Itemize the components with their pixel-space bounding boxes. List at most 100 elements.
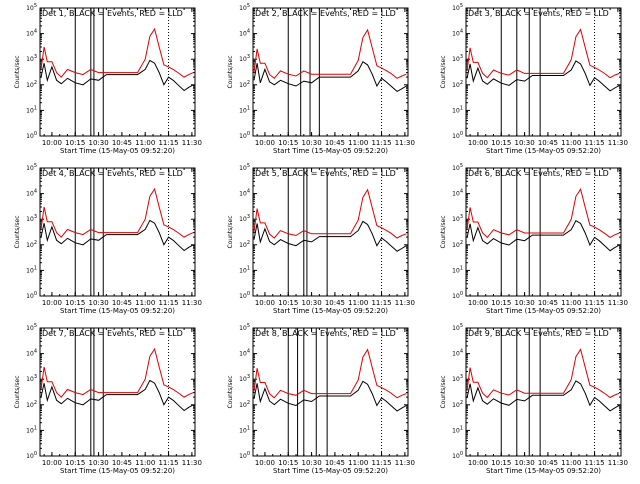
x-tick-label: 10:45 (538, 139, 558, 147)
y-axis-label: Counts/sec (227, 375, 234, 408)
x-tick-label: 11:15 (371, 459, 391, 467)
x-axis-label: Start Time (15-May-05 09:52:20) (273, 147, 388, 155)
plot-frame (465, 167, 622, 297)
y-tick-label: 102 (239, 80, 250, 89)
y-tick-label: 101 (26, 105, 37, 114)
y-axis-label: Counts/sec (14, 55, 21, 88)
x-axis-label: Start Time (15-May-05 09:52:20) (60, 467, 175, 475)
series-events-line (466, 60, 620, 92)
y-tick-label: 100 (452, 291, 463, 300)
x-tick-label: 11:30 (182, 139, 202, 147)
x-tick-label: 10:30 (301, 459, 321, 467)
x-tick-label: 11:30 (395, 139, 415, 147)
x-tick-label: 11:00 (561, 299, 581, 307)
chart-title: Det 7, BLACK = Events, RED = LLD (42, 329, 183, 338)
x-axis-label: Start Time (15-May-05 09:52:20) (60, 307, 175, 315)
x-tick-label: 11:30 (395, 299, 415, 307)
x-tick-label: 10:30 (88, 139, 108, 147)
y-tick-label: 104 (452, 29, 463, 38)
x-tick-label: 11:15 (371, 139, 391, 147)
chart-panel-2: Det 2, BLACK = Events, RED = LLD 100 101 10… (227, 3, 415, 155)
x-tick-label: 11:30 (182, 299, 202, 307)
y-axis-label: Counts/sec (440, 375, 447, 408)
y-axis-label: Counts/sec (440, 215, 447, 248)
x-tick-label: 11:15 (584, 459, 604, 467)
x-axis-label: Start Time (15-May-05 09:52:20) (273, 307, 388, 315)
y-tick-label: 102 (26, 80, 37, 89)
chart-panel-7: Det 7, BLACK = Events, RED = LLD 100 101 10… (14, 323, 202, 475)
x-tick-label: 11:00 (348, 139, 368, 147)
y-tick-label: 105 (26, 163, 37, 172)
x-tick-label: 10:00 (42, 459, 62, 467)
series-events-line (40, 379, 194, 412)
plot-frame (252, 167, 409, 297)
y-tick-label: 101 (26, 425, 37, 434)
y-axis-label: Counts/sec (14, 375, 21, 408)
x-axis-label: Start Time (15-May-05 09:52:20) (486, 307, 601, 315)
x-tick-label: 10:45 (325, 459, 345, 467)
x-tick-label: 11:15 (158, 299, 178, 307)
y-tick-label: 101 (452, 425, 463, 434)
x-tick-label: 10:15 (278, 139, 298, 147)
y-tick-label: 105 (26, 323, 37, 332)
y-tick-label: 101 (239, 425, 250, 434)
x-tick-label: 10:30 (514, 139, 534, 147)
y-tick-label: 101 (452, 105, 463, 114)
y-tick-label: 100 (452, 451, 463, 460)
chart-title: Det 8, BLACK = Events, RED = LLD (255, 329, 396, 338)
x-tick-label: 11:00 (135, 459, 155, 467)
series-events-line (40, 219, 194, 252)
x-tick-label: 11:30 (182, 459, 202, 467)
y-tick-label: 100 (26, 291, 37, 300)
x-tick-label: 11:15 (371, 299, 391, 307)
series-lld-line (40, 27, 194, 78)
x-tick-label: 10:00 (468, 459, 488, 467)
y-tick-label: 100 (452, 131, 463, 140)
y-tick-label: 103 (452, 374, 463, 383)
x-tick-label: 10:00 (468, 139, 488, 147)
y-tick-label: 103 (26, 374, 37, 383)
x-tick-label: 11:00 (348, 299, 368, 307)
y-tick-label: 101 (239, 105, 250, 114)
x-tick-label: 11:15 (158, 139, 178, 147)
series-lld-line (466, 187, 620, 239)
y-tick-label: 100 (239, 451, 250, 460)
x-tick-label: 11:30 (608, 139, 628, 147)
x-axis-label: Start Time (15-May-05 09:52:20) (273, 467, 388, 475)
x-tick-label: 10:15 (65, 139, 85, 147)
x-tick-label: 10:30 (514, 459, 534, 467)
y-tick-label: 100 (26, 131, 37, 140)
x-tick-label: 10:30 (301, 139, 321, 147)
y-tick-label: 102 (239, 400, 250, 409)
y-axis-label: Counts/sec (227, 55, 234, 88)
series-events-line (253, 380, 407, 412)
y-tick-label: 105 (239, 163, 250, 172)
series-lld-line (253, 348, 407, 399)
x-tick-label: 11:00 (135, 139, 155, 147)
y-tick-label: 101 (452, 265, 463, 274)
y-tick-label: 101 (26, 265, 37, 274)
x-axis-label: Start Time (15-May-05 09:52:20) (60, 147, 175, 155)
y-tick-label: 103 (452, 54, 463, 63)
chart-panel-1: Det 1, BLACK = Events, RED = LLD 100 101 10… (14, 3, 202, 155)
y-tick-label: 102 (239, 240, 250, 249)
x-tick-label: 10:45 (112, 459, 132, 467)
plot-frame (465, 327, 622, 457)
x-tick-label: 10:00 (255, 299, 275, 307)
y-tick-label: 103 (26, 54, 37, 63)
x-axis-label: Start Time (15-May-05 09:52:20) (486, 467, 601, 475)
series-events-line (253, 60, 407, 93)
chart-panel-6: Det 6, BLACK = Events, RED = LLD 100 101 10… (440, 163, 628, 315)
y-tick-label: 102 (26, 240, 37, 249)
x-tick-label: 10:00 (255, 139, 275, 147)
x-tick-label: 11:30 (608, 459, 628, 467)
chart-title: Det 6, BLACK = Events, RED = LLD (468, 169, 609, 178)
chart-title: Det 4, BLACK = Events, RED = LLD (42, 169, 183, 178)
x-tick-label: 11:00 (561, 139, 581, 147)
y-tick-label: 104 (452, 189, 463, 198)
chart-title: Det 3, BLACK = Events, RED = LLD (468, 9, 609, 18)
y-tick-label: 103 (452, 214, 463, 223)
y-tick-label: 103 (239, 54, 250, 63)
chart-panel-8: Det 8, BLACK = Events, RED = LLD 100 101 10… (227, 323, 415, 475)
x-tick-label: 10:00 (468, 299, 488, 307)
